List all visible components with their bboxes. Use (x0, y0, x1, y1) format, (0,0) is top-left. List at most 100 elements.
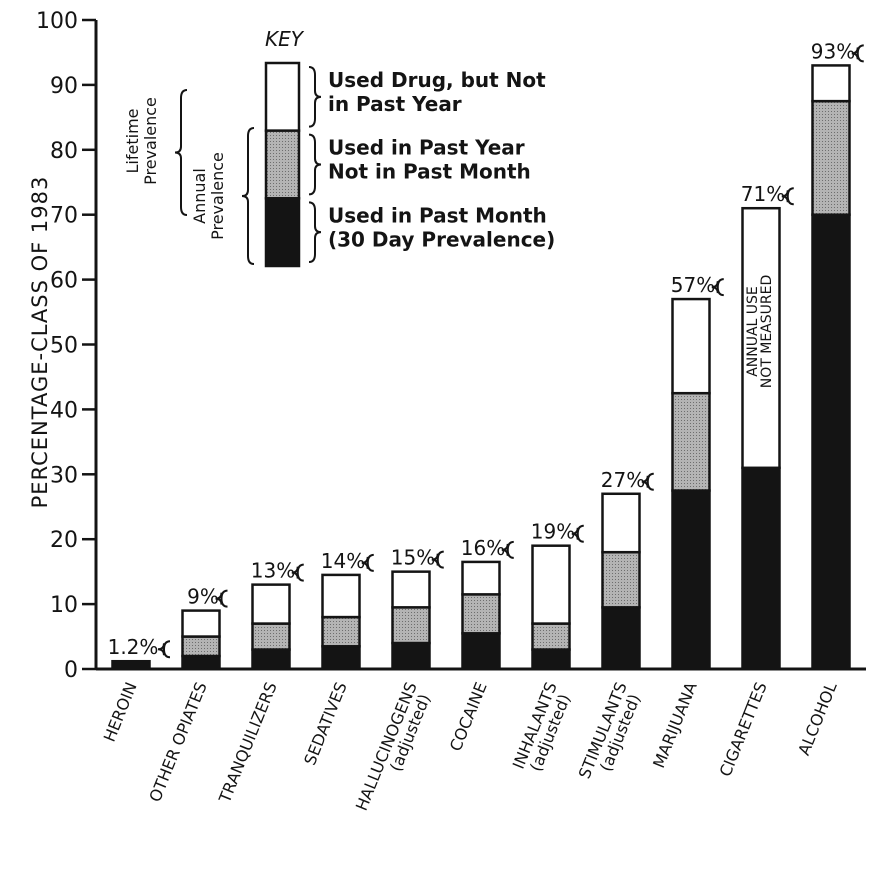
bar-segment-past_year-5 (461, 593, 501, 635)
bar-segment-lifetime_only-6 (531, 544, 571, 625)
category-label-4: HALLUCINOGENS(adjusted) (352, 679, 434, 813)
y-tick-label: 20 (50, 528, 78, 553)
legend-entry-brace (308, 133, 322, 196)
category-label-10: ALCOHOL (794, 679, 841, 758)
legend-group-lifetime: Lifetime Prevalence (123, 97, 160, 185)
bar-segment-past_year-6 (531, 622, 571, 651)
total-brace-3 (361, 553, 374, 572)
bar-segment-past_month-2 (251, 648, 291, 671)
category-label-line: COCAINE (446, 679, 491, 754)
total-brace-6 (571, 524, 584, 543)
total-label-9: 71% (741, 182, 785, 206)
category-label-line: HEROIN (100, 679, 141, 744)
bar-segment-past_month-7 (601, 606, 641, 671)
total-brace-0 (157, 640, 171, 659)
bar-segment-lifetime_only-10 (811, 64, 851, 103)
total-label-1: 9% (187, 585, 219, 609)
legend-group-brace (174, 89, 188, 216)
bar-segment-past_month-10 (811, 213, 851, 671)
category-label-8: MARIJUANA (649, 679, 701, 770)
total-brace-9 (781, 187, 794, 206)
annotation-line: ANNUAL USE (745, 286, 761, 377)
category-label-line: ALCOHOL (794, 679, 841, 758)
category-label-3: SEDATIVES (300, 679, 350, 767)
category-label-line: MARIJUANA (649, 679, 701, 770)
y-tick-label: 40 (50, 398, 78, 423)
legend-swatch-past_month (264, 197, 301, 268)
category-label-9: CIGARETTES (716, 679, 771, 779)
legend-swatch-lifetime_only (264, 61, 301, 132)
legend-group-brace (241, 127, 255, 265)
legend-title: KEY (265, 27, 305, 51)
y-axis-label: PERCENTAGE-CLASS OF 1983 (28, 176, 52, 509)
legend-entry-label: (30 Day Prevalence) (328, 227, 555, 251)
bar-segment-past_month-4 (391, 641, 431, 671)
total-brace-7 (641, 472, 654, 491)
bar-segment-past_month-3 (321, 645, 361, 671)
bar-segment-past_month-9 (741, 466, 781, 671)
category-label-6: INHALANTS(adjusted) (509, 679, 575, 774)
bar-segment-past_month-5 (461, 632, 501, 671)
y-tick-label: 10 (50, 593, 78, 618)
legend-group-label: Prevalence (208, 152, 227, 240)
total-brace-5 (501, 540, 514, 559)
legend-entry-label: Used Drug, but Not (328, 68, 546, 92)
bar-segment-lifetime_only-5 (461, 560, 501, 596)
y-tick-label: 90 (50, 74, 78, 99)
category-label-line: SEDATIVES (300, 679, 350, 767)
bar-segment-lifetime_only-1 (181, 609, 221, 638)
category-label-2: TRANQUILIZERS (215, 679, 281, 806)
legend-entry-label: Used in Past Month (328, 203, 547, 227)
legend-group-label: Annual (190, 168, 209, 224)
total-brace-4 (431, 550, 444, 569)
bar-segment-past_year-3 (321, 615, 361, 648)
legend-entry-brace (308, 66, 322, 128)
bar-segment-past_month-6 (531, 648, 571, 671)
legend-group-label: Lifetime (123, 109, 142, 174)
category-label-line: CIGARETTES (716, 679, 771, 779)
legend-group-label: Prevalence (141, 97, 160, 185)
bar-segment-lifetime_only-8 (671, 297, 711, 395)
bar-segment-lifetime_only-7 (601, 492, 641, 554)
legend-entry-label: Not in Past Month (328, 160, 531, 184)
category-label-5: COCAINE (446, 679, 491, 754)
bar-segment-lifetime_only-4 (391, 570, 431, 609)
bar-segment-past_month-8 (671, 489, 711, 671)
total-label-3: 14% (321, 549, 365, 573)
y-tick-label: 50 (50, 334, 78, 359)
legend-entry-label: in Past Year (328, 92, 462, 116)
total-brace-8 (711, 278, 724, 297)
annotation-line: NOT MEASURED (759, 275, 775, 388)
y-tick-label: 70 (50, 204, 78, 229)
total-label-4: 15% (391, 546, 435, 570)
category-label-1: OTHER OPIATES (145, 679, 210, 804)
bar-segment-past_month-0 (111, 659, 151, 671)
total-label-10: 93% (811, 39, 855, 63)
y-tick-label: 30 (50, 463, 78, 488)
legend-entry-label: Used in Past Year (328, 136, 525, 160)
bars (111, 64, 851, 671)
category-label-line: TRANQUILIZERS (215, 679, 281, 806)
total-brace-2 (291, 563, 304, 582)
bar-segment-past_year-8 (671, 391, 711, 492)
total-label-6: 19% (531, 520, 575, 544)
total-label-2: 13% (251, 559, 295, 583)
legend-group-annual: Annual Prevalence (190, 152, 227, 240)
bar-segment-past_year-4 (391, 606, 431, 645)
bar-segment-past_year-1 (181, 635, 221, 658)
total-label-5: 16% (461, 536, 505, 560)
y-tick-label: 60 (50, 269, 78, 294)
y-tick-label: 0 (64, 658, 78, 683)
bar-segment-past_year-7 (601, 550, 641, 609)
bar-segment-lifetime_only-9 (741, 206, 781, 470)
legend-swatch-past_year (264, 129, 301, 200)
bar-segment-past_month-1 (181, 654, 221, 671)
bar-segment-lifetime_only-2 (251, 583, 291, 625)
category-label-0: HEROIN (100, 679, 141, 744)
bar-segment-past_year-10 (811, 99, 851, 216)
legend-entry-brace (308, 201, 322, 263)
bar-segment-past_year-2 (251, 622, 291, 651)
